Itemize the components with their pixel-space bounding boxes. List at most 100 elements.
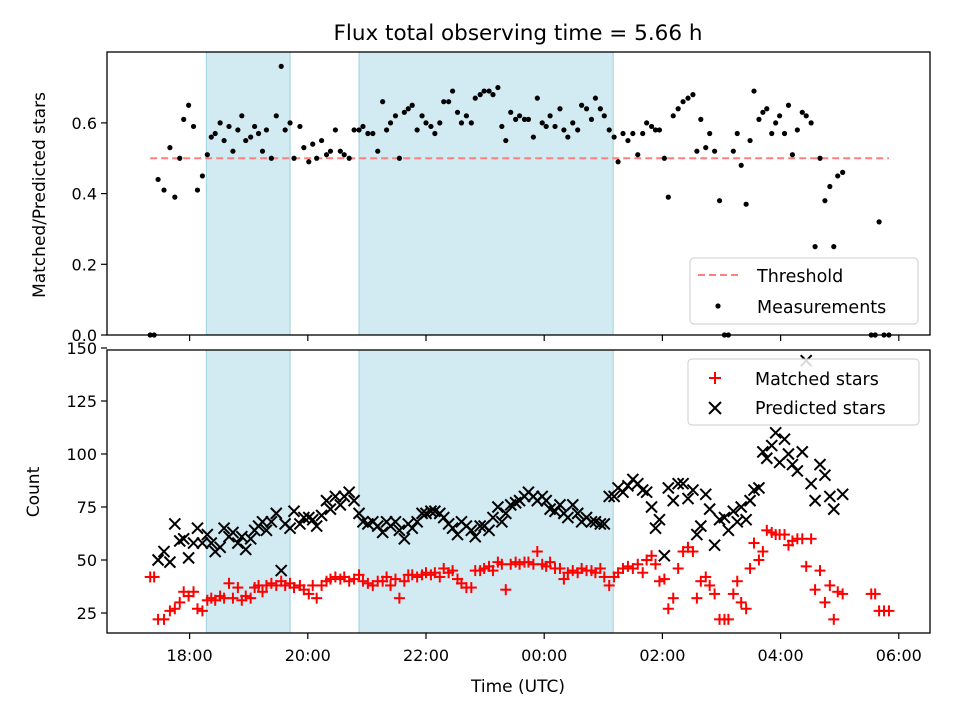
measurement-point [204,152,210,158]
predicted-star-point [473,519,487,533]
predicted-star-point [283,521,297,535]
measurement-point [314,155,320,161]
measurement-point [432,130,438,137]
matched-star-point [353,569,365,581]
measurement-point [356,127,362,133]
top-axes-frame [106,51,931,336]
measurement-point [799,109,805,115]
predicted-star-point [274,564,288,577]
measurement-point [698,116,704,122]
predicted-star-point [734,500,748,514]
predicted-star-point [769,426,782,440]
predicted-star-point [703,502,716,516]
measurement-point [680,99,686,105]
measurement-point [375,148,381,154]
measurement-point [808,120,814,126]
measurement-point [243,137,249,144]
predicted-star-point [760,452,774,465]
matched-star-point [357,575,369,587]
measurement-point [212,130,218,137]
bottom-y-axis-label: Count [24,466,44,517]
predicted-star-point [226,526,240,539]
matched-star-point [164,605,176,617]
measurement-point [392,113,399,119]
measurement-point [685,95,691,101]
measurement-point [661,155,667,161]
matched-star-point [398,575,410,587]
matched-star-point [594,562,606,574]
bottom-legend: Matched stars Predicted stars [687,358,920,426]
measurement-point [310,141,316,147]
x-tick-label: 22:00 [403,646,449,665]
matched-star-point [740,603,752,615]
predicted-star-point [389,515,402,529]
bottom-y-tick-label: 25 [77,604,97,623]
matched-star-point [240,590,252,602]
predicted-star-point [491,500,505,514]
top-x-axis-ticks [189,335,900,341]
measurement-point [401,109,407,115]
predicted-star-point [376,526,389,539]
measurement-point [263,127,270,133]
measurement-point [318,137,325,144]
measurement-point [508,109,514,115]
bottom-y-tick-label: 100 [66,445,97,464]
predicted-star-point [352,507,366,520]
measurement-point [516,113,523,119]
measurement-point [827,183,833,190]
measurement-point [414,127,420,133]
predicted-star-point [743,494,757,507]
measurement-point [575,127,581,133]
matched-star-point [687,546,699,558]
measurement-point [463,113,469,119]
measurement-point [521,116,528,122]
matched-star-point [576,562,588,574]
measurement-point [490,92,496,98]
legend-matched-swatch [709,372,721,384]
measurement-point [730,148,736,154]
predicted-star-point [836,488,849,501]
measurement-point [306,159,312,165]
measurement-point [764,106,770,112]
measurement-point [351,127,357,133]
measurement-point [707,130,713,137]
measurement-point [503,137,509,144]
predicted-star-point [658,549,671,562]
predicted-star-points [151,354,849,577]
measurement-point [255,130,262,137]
predicted-star-point [823,490,837,503]
measurement-point [323,152,330,158]
predicted-star-point [217,521,231,535]
predicted-star-point [270,507,283,520]
measurement-point [656,127,663,133]
matched-star-point [256,586,268,598]
predicted-star-point [553,498,567,512]
x-tick-label: 18:00 [167,646,213,665]
matched-star-point [260,579,272,591]
matched-star-point [245,592,257,604]
predicted-star-point [177,532,190,546]
measurement-point [291,155,297,161]
measurement-point [773,120,779,126]
predicted-star-point [756,445,770,459]
predicted-star-point [201,528,214,541]
predicted-star-point [495,515,509,529]
matched-star-point [169,603,181,615]
matched-star-point [722,613,734,625]
matched-star-point [148,571,160,583]
measurement-point [583,106,590,112]
measurement-point [458,120,465,126]
matched-star-point [753,554,765,566]
predicted-star-point [727,505,740,518]
predicted-star-point [486,511,500,524]
matched-star-point [757,546,769,558]
predicted-star-point [446,521,459,535]
bottom-panel: 25 50 75 100 125 150 18:00 20:00 22:00 00:00 02:0… [24,339,931,697]
predicted-star-point [437,511,450,524]
bottom-y-axis-ticks: 25 50 75 100 125 150 [66,339,107,623]
measurement-point [486,88,492,94]
predicted-star-point [686,483,700,497]
legend-measurement-label: Measurements [757,298,886,318]
predicted-star-point [163,555,177,569]
matched-star-point [311,592,323,604]
